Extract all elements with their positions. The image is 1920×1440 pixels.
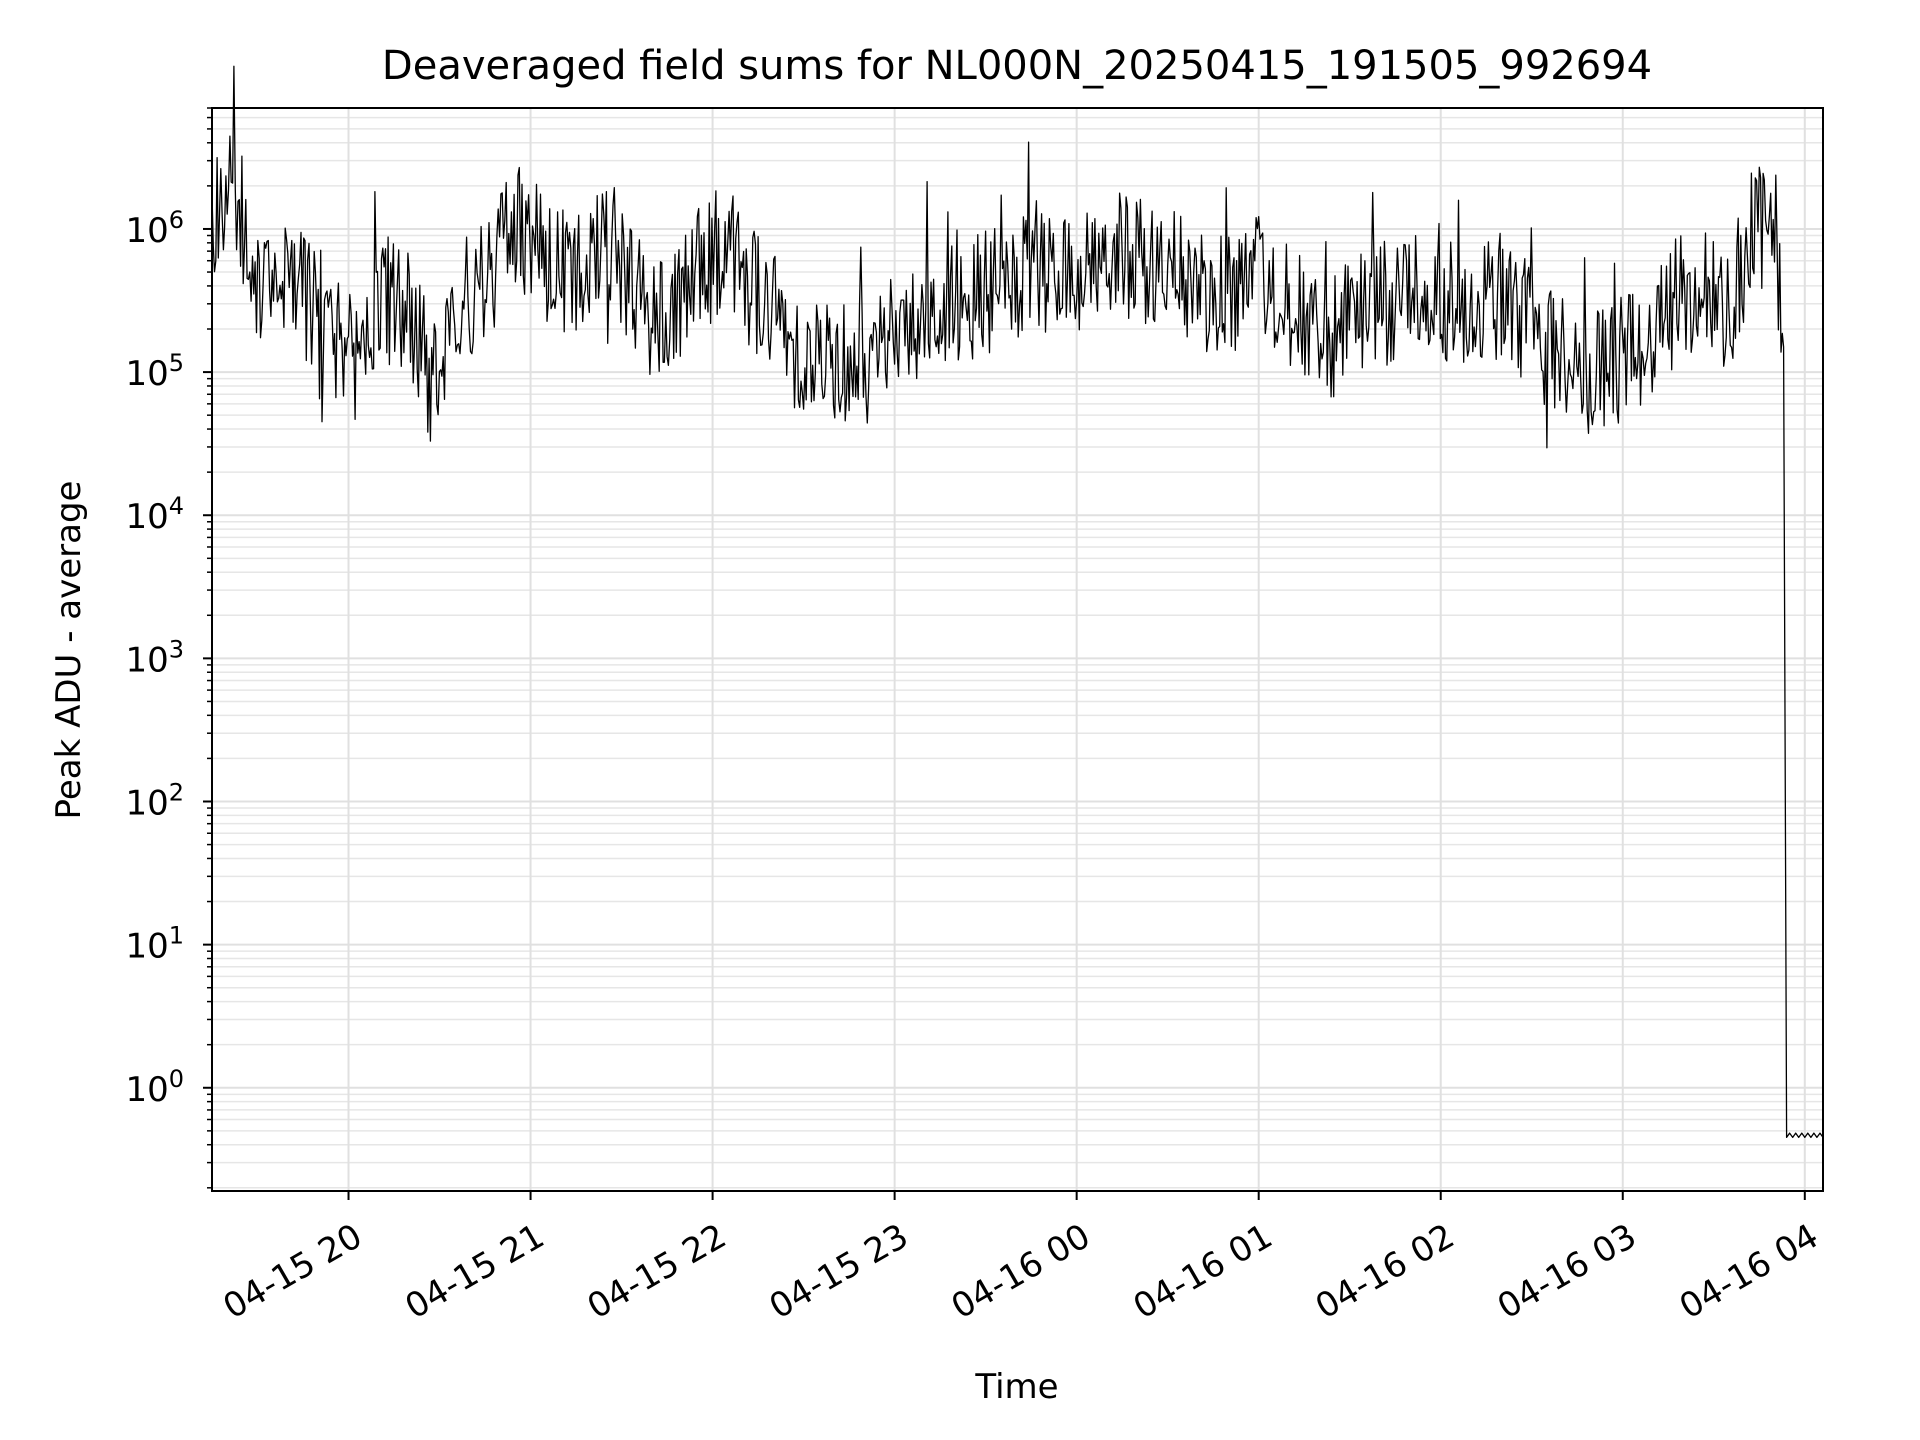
y-tick-label: 100 — [125, 1065, 184, 1110]
y-tick-label: 103 — [125, 635, 184, 680]
y-tick-label: 101 — [125, 922, 184, 967]
chart-title: Deaveraged field sums for NL000N_2025041… — [382, 43, 1652, 89]
gridlines — [212, 107, 1823, 1191]
x-axis: 04-15 20 04-15 21 04-15 22 04-15 23 04-16 00… — [217, 1191, 1825, 1327]
plot-area — [211, 65, 1824, 1139]
x-tick-label: 04-15 22 — [581, 1216, 733, 1327]
x-tick-label: 04-15 21 — [399, 1216, 551, 1327]
y-axis-label: Peak ADU - average — [49, 481, 89, 820]
y-tick-base: 10 — [125, 927, 168, 967]
x-tick-label: 04-15 23 — [763, 1216, 915, 1327]
y-tick-label: 104 — [125, 492, 184, 537]
x-tick-label: 04-16 02 — [1309, 1216, 1461, 1327]
series-line — [211, 65, 1824, 1139]
y-tick-label: 102 — [125, 778, 184, 823]
x-tick-label: 04-16 04 — [1673, 1216, 1825, 1327]
y-tick-exponent: 4 — [169, 492, 184, 520]
x-tick-label: 04-15 20 — [217, 1216, 369, 1327]
y-tick-exponent: 1 — [169, 922, 184, 950]
y-tick-exponent: 0 — [169, 1065, 184, 1093]
y-tick-label: 106 — [125, 206, 184, 251]
y-tick-exponent: 6 — [169, 206, 184, 234]
y-tick-exponent: 5 — [169, 349, 184, 377]
y-tick-exponent: 2 — [169, 778, 184, 806]
y-tick-base: 10 — [125, 640, 168, 680]
y-tick-base: 10 — [125, 783, 168, 823]
y-tick-exponent: 3 — [169, 635, 184, 663]
y-tick-base: 10 — [125, 1070, 168, 1110]
y-tick-label: 105 — [125, 349, 184, 394]
x-tick-label: 04-16 01 — [1127, 1216, 1279, 1327]
x-tick-label: 04-16 00 — [945, 1216, 1097, 1327]
x-tick-label: 04-16 03 — [1491, 1216, 1643, 1327]
plot-frame — [211, 107, 1824, 1192]
y-tick-base: 10 — [125, 211, 168, 251]
x-axis-label: Time — [974, 1367, 1058, 1407]
y-tick-base: 10 — [125, 497, 168, 537]
y-tick-base: 10 — [125, 354, 168, 394]
